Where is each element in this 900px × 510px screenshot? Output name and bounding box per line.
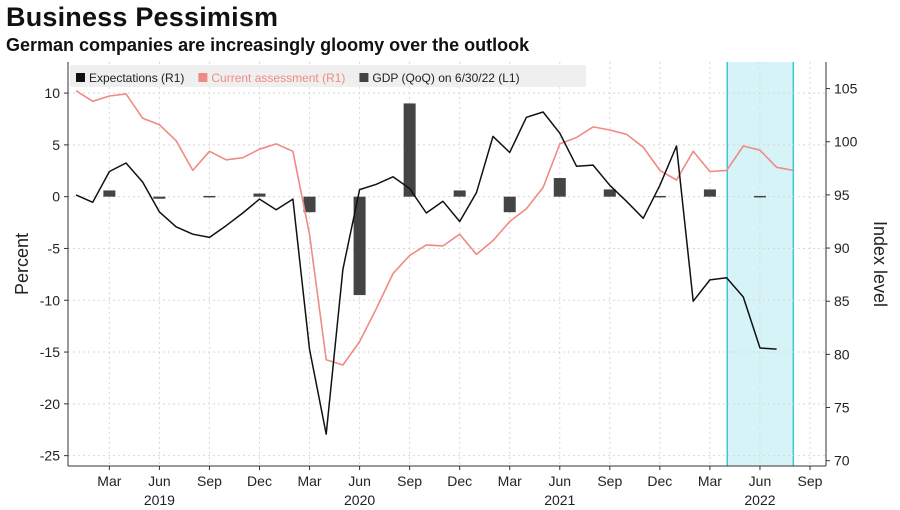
gdp-bar (453, 190, 466, 197)
right-tick-label: 70 (834, 453, 850, 469)
x-tick-label: Jun (348, 473, 371, 489)
x-tick-label: Sep (197, 473, 222, 489)
x-year-label: 2019 (144, 492, 175, 508)
expectations-line (75, 111, 777, 435)
x-tick-label: Jun (548, 473, 571, 489)
legend-swatch-expectations (76, 73, 85, 82)
left-tick-label: -20 (40, 396, 60, 412)
x-tick-label: Dec (447, 473, 472, 489)
x-tick-label: Jun (749, 473, 772, 489)
left-tick-label: -5 (48, 240, 61, 256)
left-tick-label: -15 (40, 344, 60, 360)
legend-swatch-gdp (359, 73, 369, 82)
legend-swatch-current (198, 73, 208, 82)
x-tick-label: Sep (397, 473, 422, 489)
right-tick-label: 85 (834, 293, 850, 309)
left-axis-title: Percent (12, 233, 32, 295)
x-tick-label: Sep (798, 473, 823, 489)
left-tick-label: 5 (52, 137, 60, 153)
right-tick-label: 100 (834, 134, 858, 150)
left-tick-label: 0 (52, 189, 60, 205)
right-tick-label: 95 (834, 187, 850, 203)
gdp-bar (253, 193, 266, 197)
gdp-bar (103, 190, 116, 197)
right-tick-label: 80 (834, 346, 850, 362)
x-tick-label: Jun (148, 473, 171, 489)
legend-label-expectations: Expectations (R1) (89, 71, 184, 85)
left-tick-label: -10 (40, 292, 60, 308)
x-tick-label: Dec (647, 473, 672, 489)
gdp-bar (153, 196, 166, 199)
right-tick-label: 105 (834, 81, 858, 97)
chart-title: Business Pessimism (6, 2, 279, 32)
gdp-bar (703, 189, 716, 197)
x-tick-label: Mar (498, 473, 522, 489)
x-tick-label: Mar (297, 473, 321, 489)
gdp-bar (603, 189, 616, 197)
x-tick-label: Sep (597, 473, 622, 489)
legend-label-gdp: GDP (QoQ) on 6/30/22 (L1) (372, 71, 519, 85)
right-axis-title: Index level (870, 221, 890, 307)
x-tick-label: Dec (247, 473, 272, 489)
gdp-bar (403, 103, 416, 197)
gdp-bar (553, 178, 566, 197)
x-tick-label: Mar (698, 473, 722, 489)
x-year-label: 2022 (744, 492, 775, 508)
left-tick-label: -25 (40, 448, 60, 464)
legend-label-current: Current assessment (R1) (211, 71, 345, 85)
x-year-label: 2021 (544, 492, 575, 508)
chart-subtitle: German companies are increasingly gloomy… (6, 35, 530, 55)
gdp-bar (203, 195, 216, 198)
gdp-bar (503, 196, 516, 213)
gdp-bar (303, 196, 316, 213)
right-tick-label: 75 (834, 400, 850, 416)
current-line (75, 90, 794, 366)
gdp-bar (753, 195, 766, 198)
x-tick-label: Mar (97, 473, 121, 489)
gdp-bar (353, 196, 366, 296)
gdp-bar (653, 195, 666, 198)
left-tick-label: 10 (44, 85, 60, 101)
x-year-label: 2020 (344, 492, 375, 508)
right-tick-label: 90 (834, 240, 850, 256)
